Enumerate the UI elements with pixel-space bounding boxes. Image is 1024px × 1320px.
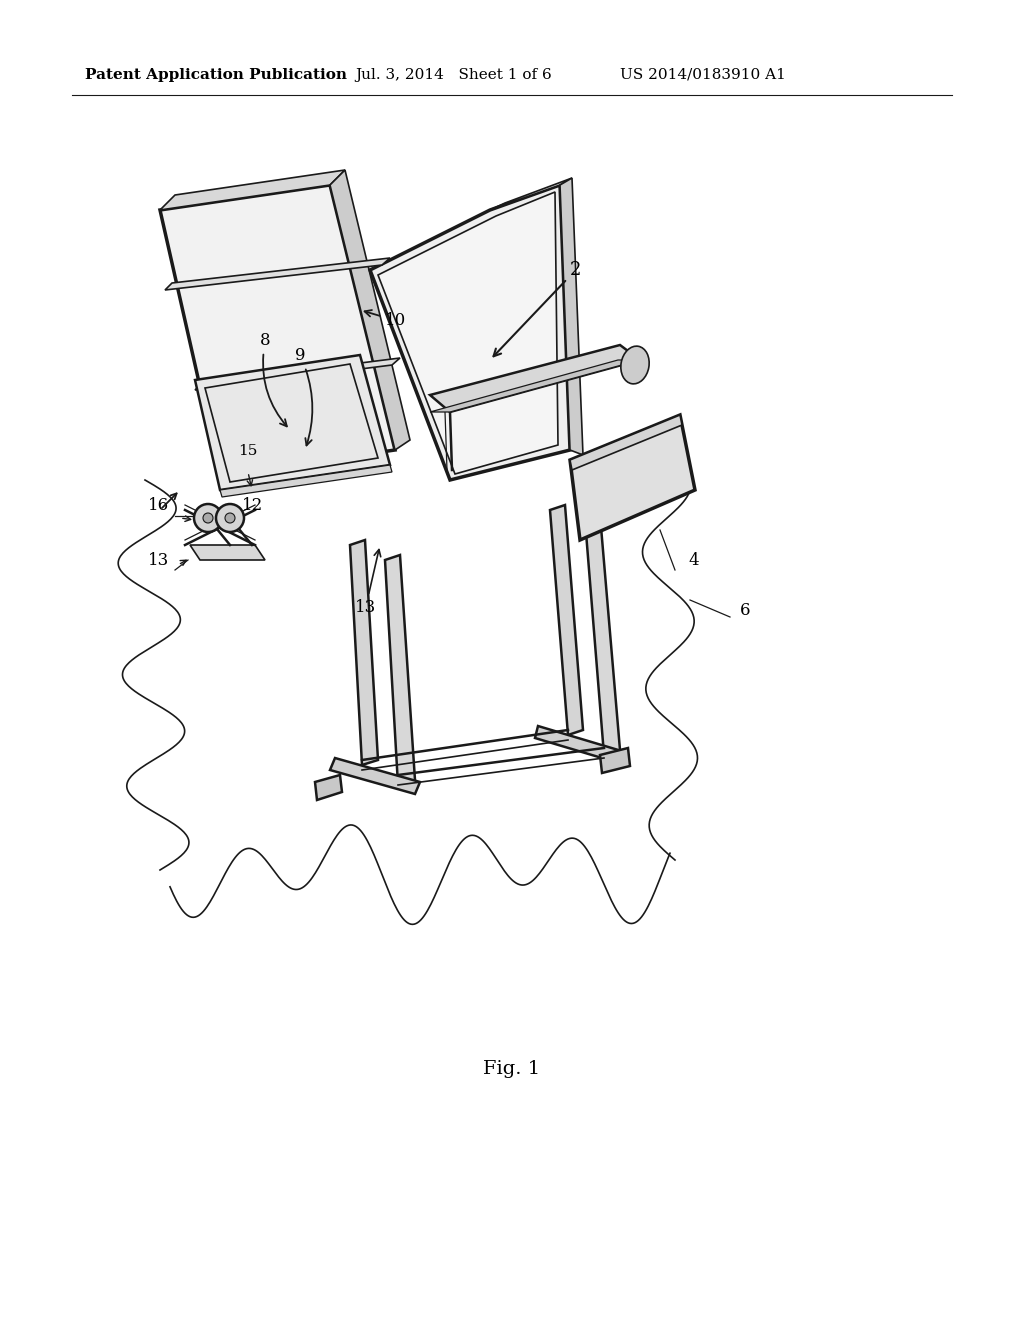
Polygon shape: [378, 191, 558, 474]
Polygon shape: [190, 545, 265, 560]
Polygon shape: [165, 257, 390, 290]
Polygon shape: [330, 170, 410, 450]
Text: 12: 12: [242, 498, 263, 513]
Polygon shape: [160, 185, 395, 475]
Polygon shape: [600, 748, 630, 774]
Text: 15: 15: [238, 444, 257, 458]
Polygon shape: [535, 726, 625, 764]
Text: 4: 4: [688, 552, 698, 569]
Text: Patent Application Publication: Patent Application Publication: [85, 69, 347, 82]
Polygon shape: [430, 345, 640, 412]
Polygon shape: [550, 506, 583, 735]
Polygon shape: [330, 758, 420, 795]
Text: 10: 10: [365, 310, 407, 329]
Text: Jul. 3, 2014   Sheet 1 of 6: Jul. 3, 2014 Sheet 1 of 6: [355, 69, 552, 82]
Polygon shape: [195, 358, 400, 389]
Polygon shape: [585, 515, 620, 755]
Polygon shape: [195, 355, 390, 490]
Polygon shape: [570, 414, 682, 470]
Circle shape: [216, 504, 244, 532]
Text: Fig. 1: Fig. 1: [483, 1060, 541, 1078]
Polygon shape: [385, 554, 415, 785]
Text: 2: 2: [494, 261, 582, 356]
Circle shape: [203, 513, 213, 523]
Polygon shape: [570, 414, 695, 540]
Text: 16: 16: [148, 498, 169, 513]
Circle shape: [225, 513, 234, 523]
Text: US 2014/0183910 A1: US 2014/0183910 A1: [620, 69, 785, 82]
Text: 13: 13: [355, 549, 381, 616]
Text: 13: 13: [148, 552, 169, 569]
Polygon shape: [160, 170, 345, 210]
Polygon shape: [430, 360, 640, 412]
Text: 6: 6: [740, 602, 751, 619]
Polygon shape: [560, 178, 583, 455]
Ellipse shape: [621, 346, 649, 384]
Text: 9: 9: [295, 347, 312, 445]
Circle shape: [194, 504, 222, 532]
Text: 8: 8: [260, 333, 287, 426]
Polygon shape: [490, 178, 572, 210]
Polygon shape: [220, 465, 392, 498]
Polygon shape: [350, 540, 378, 766]
Polygon shape: [370, 185, 570, 480]
Polygon shape: [315, 775, 342, 800]
